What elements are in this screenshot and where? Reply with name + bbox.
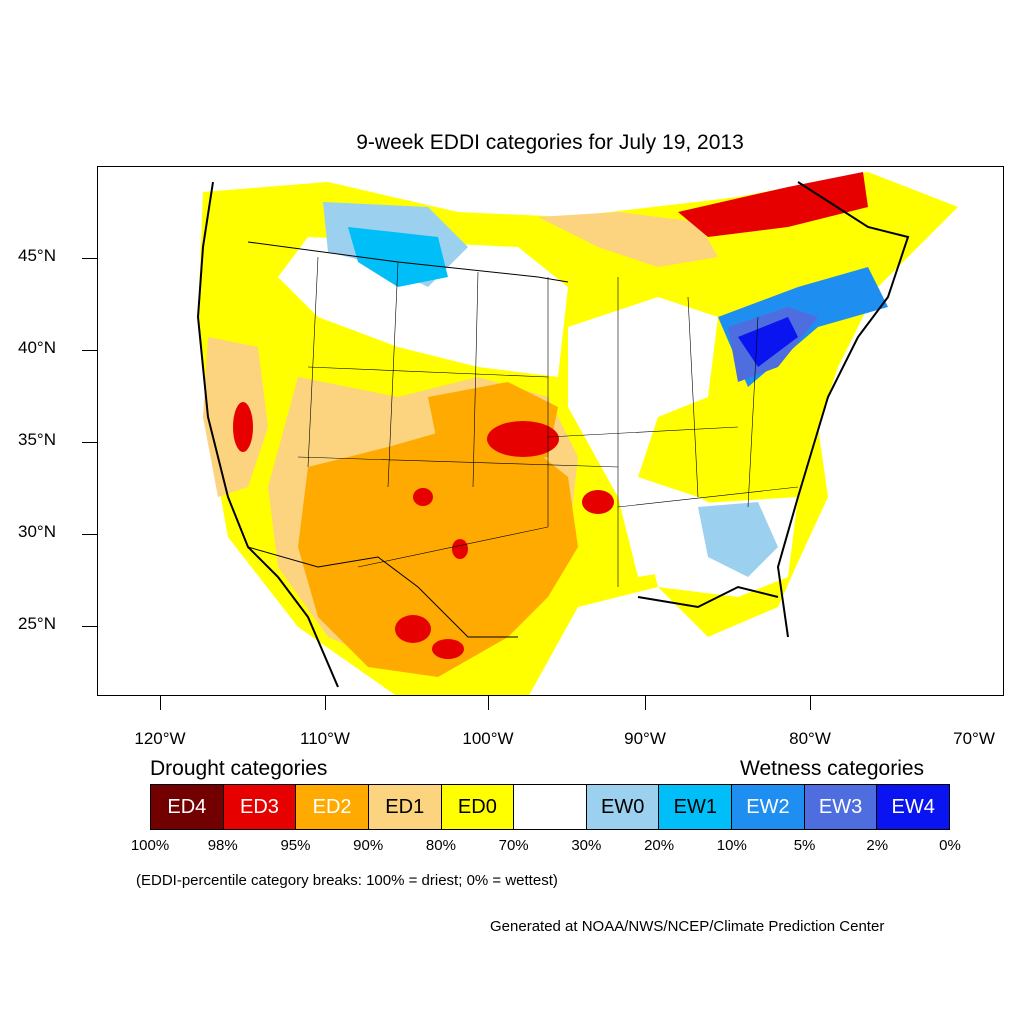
us-mexico-border — [247, 546, 518, 638]
percentile-label: 90% — [353, 837, 384, 854]
x-axis-tick — [488, 696, 489, 710]
x-axis-tick — [645, 696, 646, 710]
map-title: 9-week EDDI categories for July 19, 2013 — [356, 131, 744, 154]
ew1-north — [348, 227, 448, 287]
x-axis-label: 110°W — [300, 729, 350, 748]
legend-box-ew2: EW2 — [732, 785, 805, 829]
legend-box-ew4: EW4 — [877, 785, 950, 829]
y-axis-tick — [82, 442, 97, 443]
x-axis-label: 120°W — [134, 729, 186, 748]
ed1-northeast — [538, 212, 718, 267]
legend-box-ew3: EW3 — [804, 785, 878, 829]
x-axis-label: 100°W — [462, 729, 514, 748]
ed3-mexico-1 — [395, 615, 431, 643]
y-axis-label: 35°N — [18, 430, 56, 449]
wetness-legend-title: Wetness categories — [740, 757, 925, 780]
y-axis-label: 30°N — [18, 522, 56, 541]
ed3-newmexico — [452, 539, 468, 559]
percentile-label: 80% — [425, 837, 456, 854]
legend-box-ed1: ED1 — [368, 785, 442, 829]
percentile-label: 0% — [939, 837, 961, 854]
ed3-kansas — [487, 421, 559, 457]
credit-text: Generated at NOAA/NWS/NCEP/Climate Predi… — [490, 918, 885, 935]
x-axis-tick — [325, 696, 326, 710]
legend-box-neutral — [514, 785, 587, 829]
percentile-label: 5% — [793, 837, 816, 854]
ed3-colorado — [413, 488, 433, 506]
y-axis-label: 45°N — [18, 246, 56, 265]
percentile-label: 30% — [571, 837, 602, 854]
percentile-label: 70% — [498, 837, 529, 854]
ed3-arkansas — [582, 490, 614, 514]
legend-box-ed2: ED2 — [296, 785, 369, 829]
legend-box-ed0: ED0 — [441, 785, 515, 829]
y-axis-tick — [82, 350, 97, 351]
drought-legend-title: Drought categories — [150, 757, 328, 780]
y-axis-tick — [82, 534, 97, 535]
percentile-label: 2% — [866, 837, 889, 854]
ed2-southwest — [298, 427, 578, 677]
eddi-map — [196, 172, 958, 695]
y-axis-tick — [82, 626, 97, 627]
y-axis-label: 40°N — [18, 338, 56, 357]
ed3-california — [233, 402, 253, 452]
legend-box-ew0: EW0 — [586, 785, 660, 829]
ed3-mexico-2 — [432, 639, 464, 659]
x-axis-tick — [160, 696, 161, 710]
legend-box-ew1: EW1 — [659, 785, 733, 829]
x-axis-label: 80°W — [789, 729, 831, 748]
x-axis-tick — [810, 696, 811, 710]
percentile-label: 100% — [130, 837, 170, 854]
coastline — [196, 181, 910, 688]
percentile-label: 95% — [280, 837, 311, 854]
state-lines — [297, 256, 799, 587]
ew4-greatlakes — [738, 317, 798, 367]
us-canada-border — [247, 241, 569, 283]
map-frame — [97, 166, 1004, 696]
category-note: (EDDI-percentile category breaks: 100% =… — [136, 872, 558, 889]
legend-box-ed3: ED3 — [223, 785, 297, 829]
percentile-label: 20% — [644, 837, 675, 854]
x-axis-label: 90°W — [624, 729, 666, 748]
legend-color-bar: ED4 ED3 ED2 ED1 ED0 EW0 EW1 EW2 EW3 EW4 — [150, 784, 950, 830]
ed3-canada — [678, 172, 868, 237]
ew0-southeast — [698, 502, 778, 577]
y-axis-label: 25°N — [18, 614, 56, 633]
y-axis-tick — [82, 258, 97, 259]
percentile-label: 10% — [716, 837, 747, 854]
percentile-label: 98% — [207, 837, 238, 854]
x-axis-label: 70°W — [953, 729, 995, 748]
legend-box-ed4: ED4 — [151, 785, 224, 829]
